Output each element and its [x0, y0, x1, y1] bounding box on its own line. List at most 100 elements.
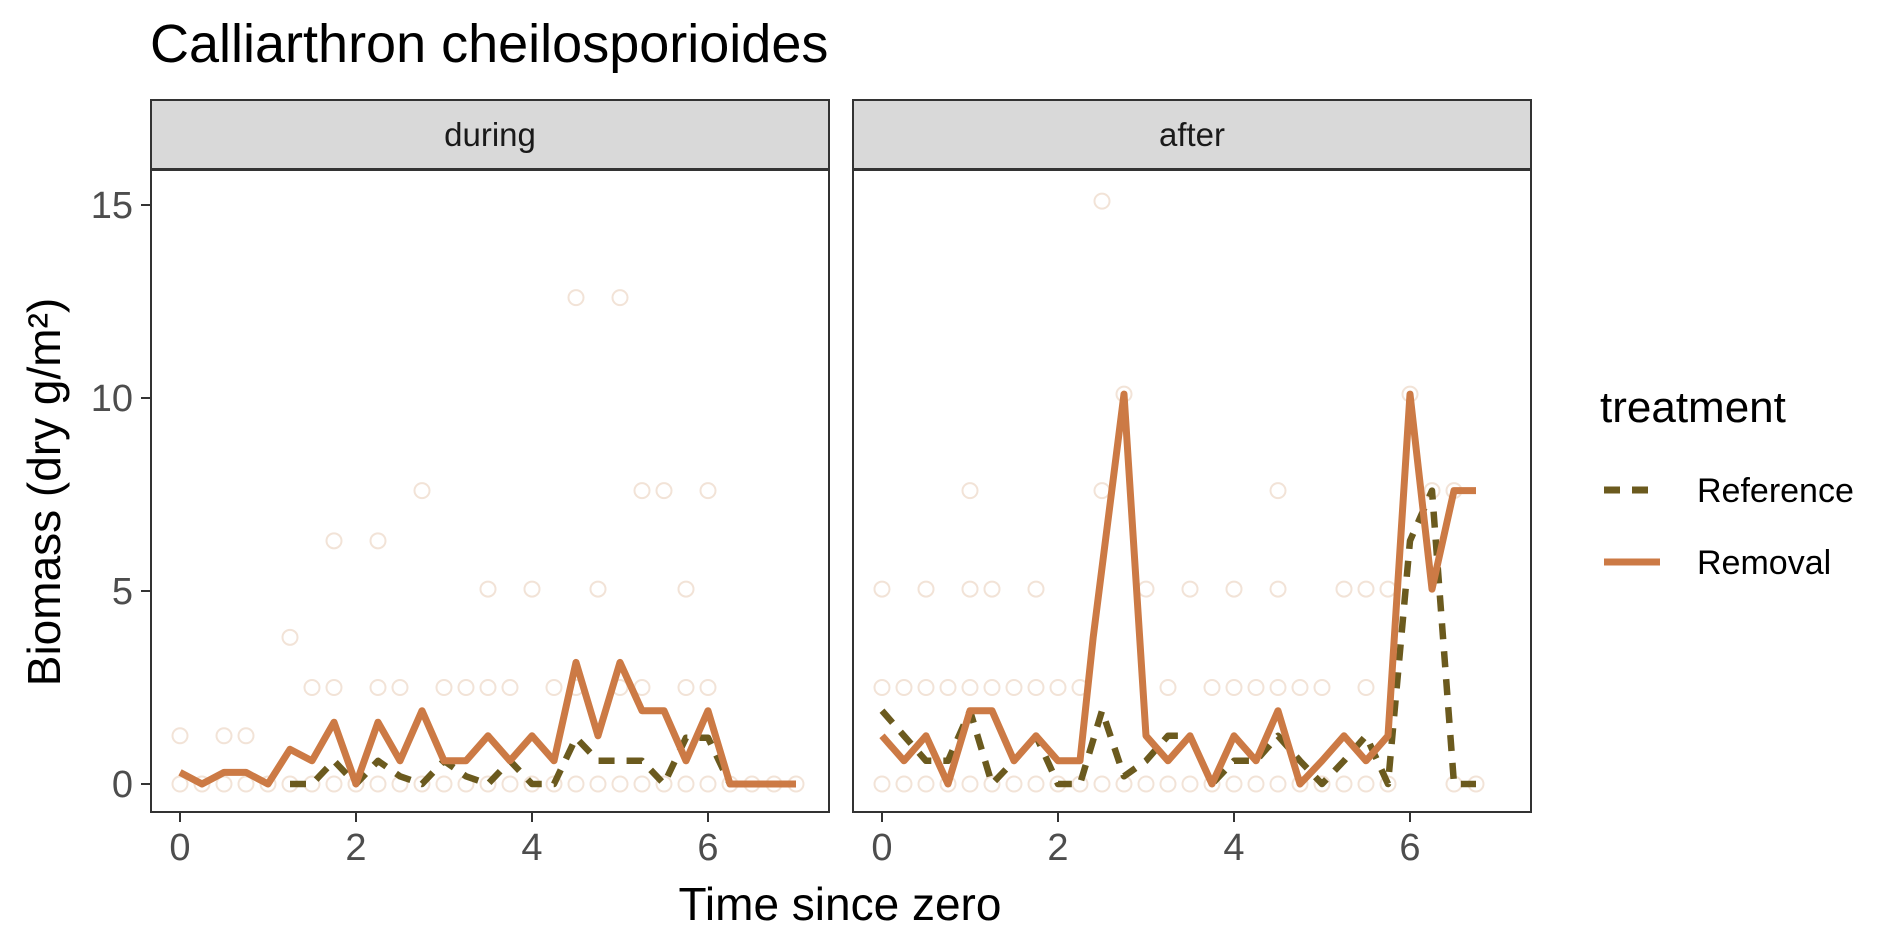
data-point: [1027, 679, 1045, 696]
panel-after: after 0 2 4 6: [852, 99, 1532, 869]
data-point: [1049, 679, 1067, 696]
data-point: [1181, 775, 1199, 793]
data-point: [1357, 679, 1375, 696]
data-point: [435, 775, 453, 793]
data-point: [325, 679, 343, 696]
data-point: [1269, 775, 1287, 793]
data-point: [1313, 679, 1331, 696]
data-point: [895, 679, 913, 696]
data-point: [391, 679, 409, 696]
y-tick-label: 5: [112, 571, 133, 613]
data-point: [677, 775, 695, 793]
data-point: [325, 532, 343, 550]
data-point: [961, 679, 979, 696]
data-point: [325, 775, 343, 793]
data-point: [545, 679, 563, 696]
data-point: [917, 775, 935, 793]
data-point: [1225, 775, 1243, 793]
x-tick-label: 0: [871, 827, 892, 869]
data-point: [1225, 580, 1243, 598]
data-point: [633, 775, 651, 793]
x-tick-label: 6: [697, 827, 718, 869]
data-point: [567, 289, 585, 307]
data-point: [369, 532, 387, 550]
y-tick-label: 0: [112, 764, 133, 806]
facet-strip: [852, 99, 1532, 170]
data-point: [501, 679, 519, 696]
data-point: [369, 775, 387, 793]
data-point: [1005, 775, 1023, 793]
data-point: [1005, 679, 1023, 696]
facet-strip-label: after: [1159, 116, 1225, 153]
data-point: [1225, 679, 1243, 696]
series-line-reference: [290, 734, 796, 788]
data-point: [1093, 775, 1111, 793]
x-tick-label: 4: [1223, 827, 1244, 869]
data-point: [1203, 679, 1221, 696]
data-point: [1269, 679, 1287, 696]
data-point: [895, 775, 913, 793]
data-point: [303, 679, 321, 696]
facet-strip: [150, 99, 830, 170]
data-point: [1159, 775, 1177, 793]
series-line-removal: [178, 658, 796, 788]
data-point: [171, 727, 189, 745]
data-points: [171, 289, 805, 793]
data-point: [873, 580, 891, 598]
legend-label-reference: Reference: [1697, 472, 1854, 510]
data-point: [939, 679, 957, 696]
legend-title: treatment: [1600, 383, 1786, 432]
series-line-reference: [879, 487, 1476, 788]
data-point: [413, 482, 431, 500]
data-point: [369, 679, 387, 696]
data-point: [1247, 679, 1265, 696]
data-point: [677, 580, 695, 598]
data-point: [983, 679, 1001, 696]
data-point: [1247, 775, 1265, 793]
data-point: [1357, 775, 1375, 793]
plot-background: [151, 170, 829, 812]
data-point: [917, 580, 935, 598]
data-point: [1269, 580, 1287, 598]
data-point: [215, 727, 233, 745]
series-line-removal: [879, 390, 1476, 788]
facet-panels: during 0 2 4 6 0 5 10 15 after 0 2 4 6: [91, 99, 1532, 869]
data-point: [479, 580, 497, 598]
data-point: [479, 679, 497, 696]
data-point: [1357, 580, 1375, 598]
data-point: [1313, 775, 1331, 793]
data-point: [1269, 482, 1287, 500]
chart-title: Calliarthron cheilosporioides: [150, 14, 828, 74]
data-point: [1335, 775, 1353, 793]
data-point: [961, 580, 979, 598]
facet-strip-label: during: [444, 116, 536, 153]
data-point: [961, 482, 979, 500]
x-tick-label: 6: [1399, 827, 1420, 869]
data-point: [1027, 775, 1045, 793]
data-point: [1159, 679, 1177, 696]
data-point: [655, 482, 673, 500]
data-point: [457, 679, 475, 696]
data-point: [699, 775, 717, 793]
data-point: [589, 775, 607, 793]
data-point: [677, 679, 695, 696]
data-point: [171, 775, 189, 793]
x-axis-title: Time since zero: [679, 878, 1002, 930]
data-point: [873, 679, 891, 696]
data-point: [983, 580, 1001, 598]
y-tick-label: 15: [91, 185, 133, 227]
y-tick-label: 10: [91, 378, 133, 420]
data-point: [501, 775, 519, 793]
x-tick-label: 2: [345, 827, 366, 869]
panel-during: during 0 2 4 6 0 5 10 15: [91, 99, 830, 869]
data-point: [567, 775, 585, 793]
data-point: [1291, 679, 1309, 696]
data-point: [1093, 192, 1111, 210]
data-point: [699, 482, 717, 500]
data-point: [699, 679, 717, 696]
x-tick-label: 2: [1047, 827, 1068, 869]
data-point: [589, 580, 607, 598]
data-point: [237, 775, 255, 793]
data-point: [961, 775, 979, 793]
